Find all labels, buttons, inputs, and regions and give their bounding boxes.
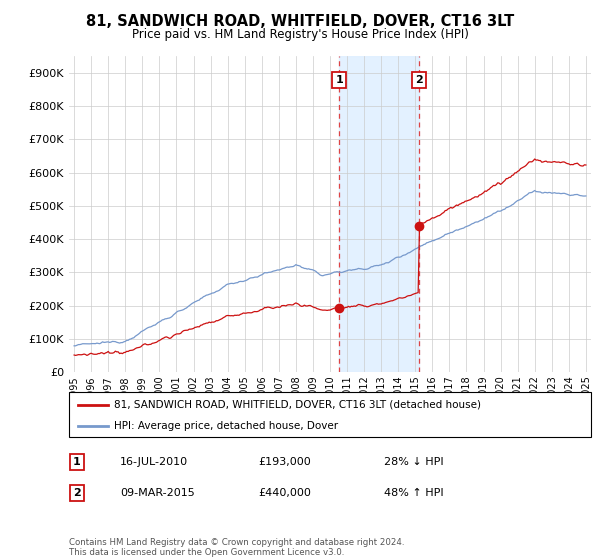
Text: £440,000: £440,000 <box>258 488 311 498</box>
Text: 81, SANDWICH ROAD, WHITFIELD, DOVER, CT16 3LT (detached house): 81, SANDWICH ROAD, WHITFIELD, DOVER, CT1… <box>114 399 481 409</box>
Text: HPI: Average price, detached house, Dover: HPI: Average price, detached house, Dove… <box>114 421 338 431</box>
Bar <box>339 56 419 372</box>
Text: 16-JUL-2010: 16-JUL-2010 <box>120 457 188 467</box>
Text: 48% ↑ HPI: 48% ↑ HPI <box>384 488 443 498</box>
Text: £193,000: £193,000 <box>258 457 311 467</box>
Text: 1: 1 <box>335 74 343 85</box>
Text: 09-MAR-2015: 09-MAR-2015 <box>120 488 195 498</box>
Text: 28% ↓ HPI: 28% ↓ HPI <box>384 457 443 467</box>
Text: 81, SANDWICH ROAD, WHITFIELD, DOVER, CT16 3LT: 81, SANDWICH ROAD, WHITFIELD, DOVER, CT1… <box>86 14 514 29</box>
Text: 2: 2 <box>73 488 80 498</box>
Text: Price paid vs. HM Land Registry's House Price Index (HPI): Price paid vs. HM Land Registry's House … <box>131 28 469 41</box>
Text: 1: 1 <box>73 457 80 467</box>
Text: 2: 2 <box>415 74 422 85</box>
Text: Contains HM Land Registry data © Crown copyright and database right 2024.
This d: Contains HM Land Registry data © Crown c… <box>69 538 404 557</box>
